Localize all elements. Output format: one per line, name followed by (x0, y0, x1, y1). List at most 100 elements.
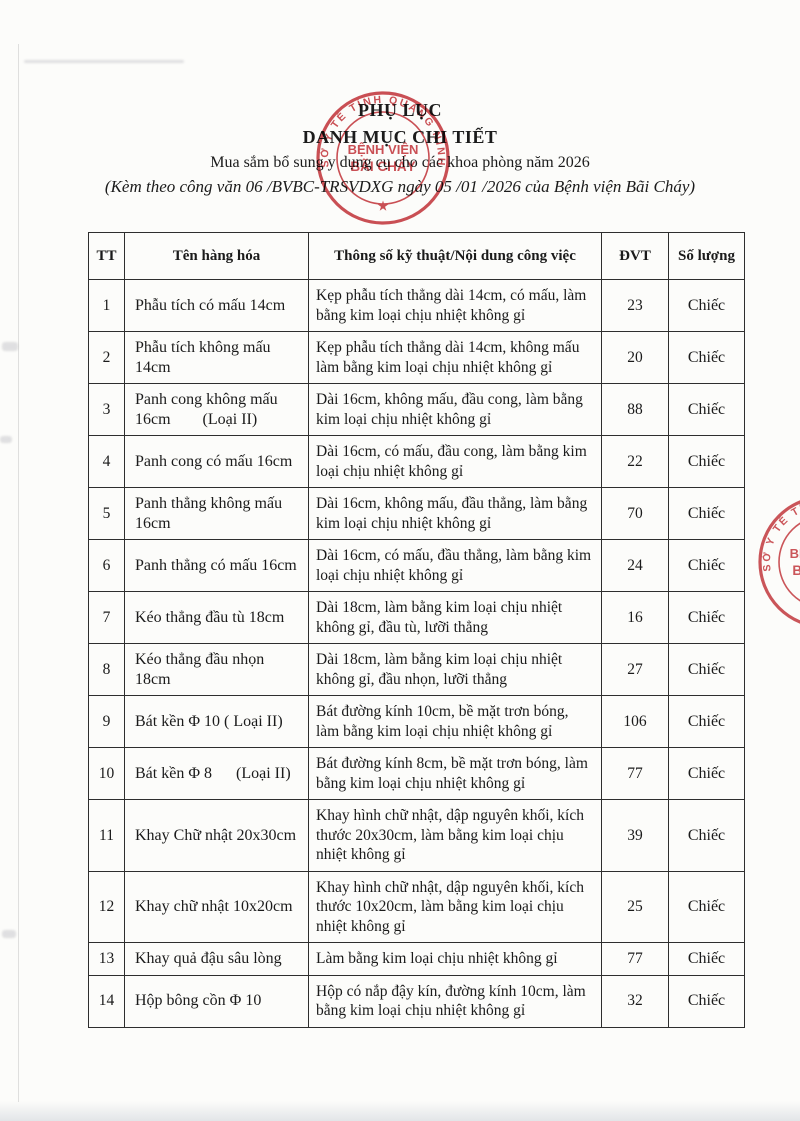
cell-unit: Chiếc (668, 942, 745, 976)
cell-spec: Khay hình chữ nhật, dập nguyên khối, kíc… (308, 799, 602, 872)
cell-quantity: 16 (601, 591, 669, 644)
cell-quantity: 77 (601, 942, 669, 976)
table-row: 4 Panh cong có mấu 16cm Dài 16cm, có mấu… (88, 435, 745, 488)
column-header-spec: Thông số kỹ thuật/Nội dung công việc (308, 232, 602, 280)
table-row: 10 Bát kền Φ 8 (Loại II) Bát đường kính … (88, 747, 745, 800)
cell-quantity: 25 (601, 870, 669, 943)
cell-quantity: 106 (601, 695, 669, 748)
cell-item-name: Khay chữ nhật 10x20cm (124, 870, 309, 943)
cell-index: 12 (88, 870, 125, 943)
table-row: 5 Panh thẳng không mấu 16cm Dài 16cm, kh… (88, 487, 745, 540)
cell-item-name: Phẫu tích có mấu 14cm (124, 279, 309, 332)
cell-item-name: Khay Chữ nhật 20x30cm (124, 799, 309, 872)
header-reference-note: (Kèm theo công văn 06 /BVBC-TRSVDXG ngày… (104, 177, 696, 196)
cell-item-name: Panh cong không mấu 16cm (Loại II) (124, 383, 309, 436)
cell-unit: Chiếc (668, 487, 745, 540)
cell-index: 5 (88, 487, 125, 540)
cell-quantity: 77 (601, 747, 669, 800)
scan-smudge (2, 342, 18, 351)
column-header-name: Tên hàng hóa (124, 232, 309, 280)
cell-spec: Dài 16cm, có mấu, đầu thẳng, làm bằng ki… (308, 539, 602, 592)
stamp-center-line2: BÃI CHÁY (792, 563, 800, 578)
cell-index: 1 (88, 279, 125, 332)
cell-item-name: Khay quả đậu sâu lòng (124, 942, 309, 976)
cell-index: 11 (88, 799, 125, 872)
cell-index: 6 (88, 539, 125, 592)
cell-quantity: 27 (601, 643, 669, 696)
cell-spec: Dài 16cm, không mấu, đầu cong, làm bằng … (308, 383, 602, 436)
cell-spec: Hộp có nắp đậy kín, đường kính 10cm, làm… (308, 974, 602, 1028)
cell-unit: Chiếc (668, 799, 745, 872)
cell-quantity: 20 (601, 331, 669, 384)
stamp-center-line1: BỆNH VIỆN (790, 546, 800, 561)
cell-index: 9 (88, 695, 125, 748)
cell-item-name: Kéo thẳng đầu tù 18cm (124, 591, 309, 644)
table-row: 8 Kéo thẳng đầu nhọn 18cm Dài 18cm, làm … (88, 643, 745, 696)
cell-quantity: 88 (601, 383, 669, 436)
table-row: 7 Kéo thẳng đầu tù 18cm Dài 18cm, làm bằ… (88, 591, 745, 644)
scan-smudge (2, 930, 16, 938)
cell-index: 7 (88, 591, 125, 644)
cell-item-name: Phẫu tích không mấu 14cm (124, 331, 309, 384)
scan-bottom-shadow (0, 1101, 800, 1121)
svg-text:SỞ Y TẾ TỈNH QUẢNG NINH: SỞ Y TẾ TỈNH QUẢNG NINH (760, 498, 800, 572)
table-row: 6 Panh thẳng có mấu 16cm Dài 16cm, có mấ… (88, 539, 745, 592)
cell-unit: Chiếc (668, 539, 745, 592)
cell-spec: Khay hình chữ nhật, dập nguyên khối, kíc… (308, 870, 602, 943)
scan-smudge (24, 60, 184, 63)
scan-smudge (0, 436, 12, 443)
cell-item-name: Bát kền Φ 10 ( Loại II) (124, 695, 309, 748)
scan-edge-line (18, 44, 19, 1102)
table-row: 13 Khay quả đậu sâu lòng Làm bằng kim lo… (88, 942, 745, 976)
cell-index: 13 (88, 942, 125, 976)
cell-index: 8 (88, 643, 125, 696)
cell-spec: Kẹp phẫu tích thẳng dài 14cm, có mấu, là… (308, 279, 602, 332)
cell-spec: Làm bằng kim loại chịu nhiệt không gỉ (308, 942, 602, 976)
table-row: 11 Khay Chữ nhật 20x30cm Khay hình chữ n… (88, 799, 745, 872)
table-row: 3 Panh cong không mấu 16cm (Loại II) Dài… (88, 383, 745, 436)
cell-spec: Kẹp phẫu tích thẳng dài 14cm, không mấu … (308, 331, 602, 384)
cell-index: 2 (88, 331, 125, 384)
cell-unit: Chiếc (668, 383, 745, 436)
document-header: PHỤ LỤC DANH MỤC CHI TIẾT Mua sắm bổ sun… (0, 99, 800, 198)
items-table: TT Tên hàng hóa Thông số kỹ thuật/Nội du… (88, 232, 745, 1028)
table-row: 12 Khay chữ nhật 10x20cm Khay hình chữ n… (88, 870, 745, 943)
cell-index: 14 (88, 974, 125, 1028)
stamp-star-icon: ★ (378, 199, 389, 213)
cell-item-name: Panh thẳng có mấu 16cm (124, 539, 309, 592)
cell-spec: Bát đường kính 8cm, bề mặt trơn bóng, là… (308, 747, 602, 800)
table-header-row: TT Tên hàng hóa Thông số kỹ thuật/Nội du… (88, 232, 745, 280)
cell-item-name: Panh thẳng không mấu 16cm (124, 487, 309, 540)
table-row: 2 Phẫu tích không mấu 14cm Kẹp phẫu tích… (88, 331, 745, 384)
cell-item-name: Bát kền Φ 8 (Loại II) (124, 747, 309, 800)
cell-spec: Dài 16cm, không mấu, đầu thẳng, làm bằng… (308, 487, 602, 540)
cell-quantity: 39 (601, 799, 669, 872)
cell-unit: Chiếc (668, 643, 745, 696)
cell-quantity: 70 (601, 487, 669, 540)
table-row: 9 Bát kền Φ 10 ( Loại II) Bát đường kính… (88, 695, 745, 748)
cell-quantity: 24 (601, 539, 669, 592)
cell-spec: Dài 18cm, làm bằng kim loại chịu nhiệt k… (308, 591, 602, 644)
cell-quantity: 23 (601, 279, 669, 332)
column-header-quantity: Số lượng (668, 232, 745, 280)
cell-index: 3 (88, 383, 125, 436)
table-row: 1 Phẫu tích có mấu 14cm Kẹp phẫu tích th… (88, 279, 745, 332)
hospital-stamp-partial-icon: SỞ Y TẾ TỈNH QUẢNG NINH BỆNH VIỆN BÃI CH… (758, 498, 800, 624)
column-header-tt: TT (88, 232, 125, 280)
table-row: 14 Hộp bông cồn Φ 10 Hộp có nắp đậy kín,… (88, 974, 745, 1028)
cell-item-name: Hộp bông cồn Φ 10 (124, 974, 309, 1028)
cell-quantity: 32 (601, 974, 669, 1028)
column-header-unit: ĐVT (601, 232, 669, 280)
table-header: TT Tên hàng hóa Thông số kỹ thuật/Nội du… (88, 232, 745, 280)
cell-unit: Chiếc (668, 695, 745, 748)
cell-unit: Chiếc (668, 331, 745, 384)
page-title-line2: DANH MỤC CHI TIẾT (302, 127, 498, 147)
cell-index: 10 (88, 747, 125, 800)
cell-unit: Chiếc (668, 974, 745, 1028)
table-body: 1 Phẫu tích có mấu 14cm Kẹp phẫu tích th… (88, 279, 745, 1028)
cell-spec: Bát đường kính 10cm, bề mặt trơn bóng, l… (308, 695, 602, 748)
cell-unit: Chiếc (668, 435, 745, 488)
page-title: PHỤ LỤC (358, 100, 442, 120)
cell-unit: Chiếc (668, 279, 745, 332)
